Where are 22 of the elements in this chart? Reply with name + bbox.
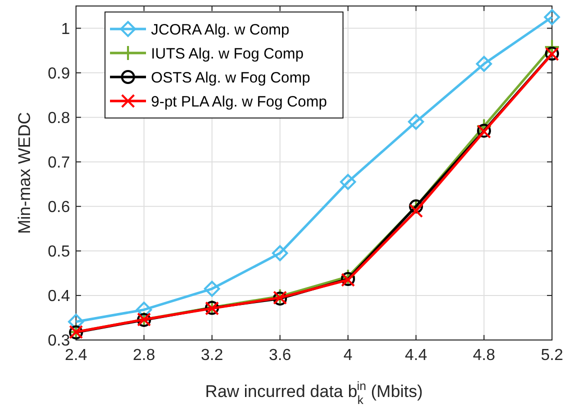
y-axis-title: Min-max WEDC <box>15 112 34 234</box>
legend-label: IUTS Alg. w Fog Comp <box>151 45 304 62</box>
y-tick-label: 0.4 <box>48 288 70 306</box>
x-tick-label: 3.2 <box>200 347 224 364</box>
legend-label: JCORA Alg. w Comp <box>151 21 290 38</box>
y-tick-label: 0.8 <box>48 110 70 127</box>
x-tick-label: 4.8 <box>472 347 496 364</box>
y-tick-label: 0.5 <box>48 244 70 261</box>
y-tick-label: 0.6 <box>48 199 70 216</box>
x-tick-label: 2.8 <box>132 347 156 364</box>
legend-label: 9-pt PLA Alg. w Fog Comp <box>151 93 327 110</box>
y-tick-label: 0.9 <box>48 65 70 82</box>
legend-label: OSTS Alg. w Fog Comp <box>151 69 310 86</box>
y-tick-label: 0.7 <box>48 154 70 172</box>
x-tick-label: 2.4 <box>64 347 88 364</box>
x-axis-title: Raw incurred data b$_{k}$$^{in}$ (Mbits) <box>205 379 423 407</box>
x-tick-label: 4 <box>344 347 353 364</box>
y-tick-label: 1 <box>61 20 70 38</box>
x-tick-label: 4.4 <box>404 347 428 364</box>
y-tick-label: 0.3 <box>48 332 70 350</box>
x-tick-label: 3.6 <box>268 347 292 364</box>
x-tick-label: 5.2 <box>540 347 563 364</box>
